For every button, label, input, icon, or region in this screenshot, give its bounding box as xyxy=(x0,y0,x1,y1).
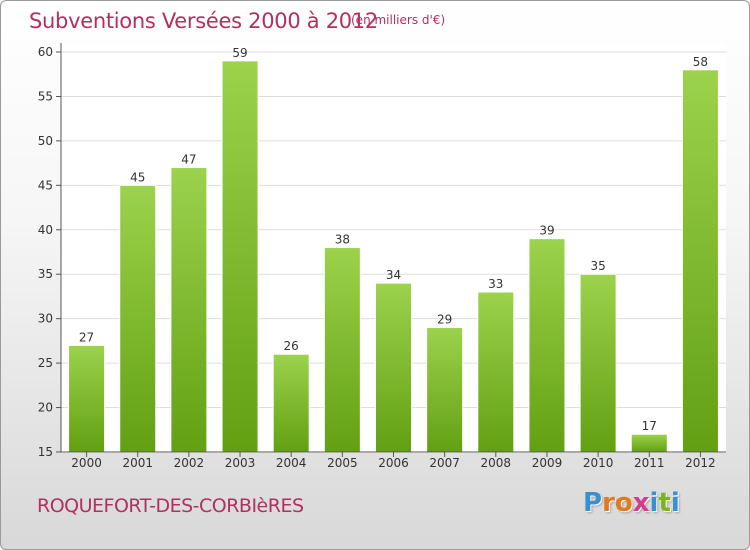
logo-letter: o xyxy=(614,488,633,518)
y-tick-label: 45 xyxy=(38,178,53,192)
bar-2009 xyxy=(528,238,566,453)
bar-2010 xyxy=(579,273,617,453)
bar-value-label: 27 xyxy=(79,330,94,344)
x-tick-label: 2007 xyxy=(429,456,460,470)
logo-letter: r xyxy=(602,488,615,518)
x-tick-label: 2011 xyxy=(634,456,665,470)
bar-value-label: 33 xyxy=(488,277,503,291)
y-tick-label: 60 xyxy=(38,45,53,59)
chart-subtitle: (en milliers d'€) xyxy=(351,13,446,27)
bar-2000 xyxy=(68,344,106,453)
bar-value-label: 58 xyxy=(693,55,708,69)
y-tick-label: 40 xyxy=(38,223,53,237)
x-tick-label: 2005 xyxy=(327,456,358,470)
bar-value-label: 47 xyxy=(181,153,196,167)
bars: 27 45 47 59 26 38 34 29 33 39 35 17 58 xyxy=(68,46,719,453)
bar-2006 xyxy=(375,282,412,453)
chart-title: Subventions Versées 2000 à 2012 xyxy=(29,9,378,33)
y-tick-label: 15 xyxy=(38,445,53,459)
bar-2007 xyxy=(426,327,464,453)
bar-2008 xyxy=(477,291,515,453)
x-tick-label: 2010 xyxy=(583,456,614,470)
logo-letter: t xyxy=(658,488,671,518)
logo-letter: x xyxy=(632,488,650,518)
x-tick-label: 2012 xyxy=(685,456,716,470)
bar-2003 xyxy=(221,60,259,453)
logo-letter: i xyxy=(670,488,680,518)
y-tick-label: 35 xyxy=(38,267,53,281)
proxiti-logo[interactable]: Proxiti xyxy=(583,488,680,518)
bar-2002 xyxy=(170,167,208,453)
x-tick-label: 2004 xyxy=(276,456,307,470)
bar-2004 xyxy=(272,353,310,453)
x-tick-label: 2000 xyxy=(71,456,102,470)
y-tick-label: 25 xyxy=(38,356,53,370)
x-tick-label: 2001 xyxy=(122,456,153,470)
y-tick-label: 50 xyxy=(38,134,53,148)
x-tick-label: 2009 xyxy=(532,456,563,470)
bar-2005 xyxy=(323,247,361,453)
bar-2012 xyxy=(681,69,719,453)
commune-name: ROQUEFORT-DES-CORBIèRES xyxy=(37,495,304,517)
bar-value-label: 38 xyxy=(335,233,350,247)
bar-value-label: 35 xyxy=(590,259,605,273)
bar-value-label: 45 xyxy=(130,170,145,184)
logo-letter: i xyxy=(649,488,659,518)
x-tick-label: 2006 xyxy=(378,456,409,470)
bar-value-label: 17 xyxy=(642,419,657,433)
bar-value-label: 34 xyxy=(386,268,401,282)
x-tick-label: 2002 xyxy=(174,456,205,470)
bar-value-label: 59 xyxy=(232,46,247,60)
x-axis-ticks: 2000 2001 2002 2003 2004 2005 2006 2007 2008 2009… xyxy=(71,452,716,470)
bar-2011 xyxy=(630,433,668,453)
x-tick-label: 2008 xyxy=(481,456,512,470)
bar-2001 xyxy=(119,184,157,453)
y-axis-ticks: 15 20 25 30 35 40 45 50 55 60 xyxy=(38,45,61,459)
x-tick-label: 2003 xyxy=(225,456,256,470)
bar-value-label: 39 xyxy=(539,224,554,238)
y-tick-label: 30 xyxy=(38,312,53,326)
y-tick-label: 55 xyxy=(38,89,53,103)
logo-letter: P xyxy=(583,488,603,518)
bar-value-label: 29 xyxy=(437,313,452,327)
y-tick-label: 20 xyxy=(38,401,53,415)
bar-value-label: 26 xyxy=(284,339,299,353)
